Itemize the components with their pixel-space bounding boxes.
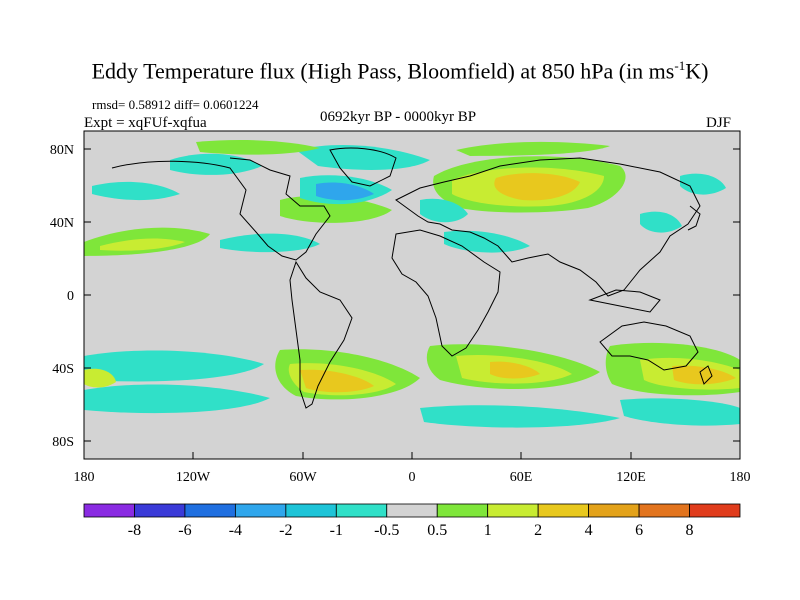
colorbar-label: 2 [534,522,542,539]
lon-tick-60e: 60E [510,470,533,485]
lat-tick-80s: 80S [52,435,74,450]
colorbar-label: 4 [585,522,593,539]
period-label: 0692kyr BP - 0000kyr BP [320,109,477,125]
flux-anomaly-field [84,140,740,428]
flux-region [280,195,392,223]
colorbar-box [638,503,690,518]
flux-region [100,238,185,251]
colorbar [83,503,741,518]
coastlines [111,147,713,409]
longitude-tick-marks [83,452,741,459]
colorbar-box [588,503,640,518]
colorbar-label: -2 [279,522,292,539]
new-zealand-coastline [699,365,713,385]
colorbar-label: 0.5 [427,522,447,539]
flux-region [420,198,468,223]
colorbar-box [234,503,287,518]
map-title: Eddy Temperature flux (High Pass, Bloomf… [91,58,709,84]
japan-coastline [687,205,701,231]
flux-region [620,398,740,426]
flux-region [444,230,530,253]
indonesia-coastline [588,289,661,313]
colorbar-label: -4 [229,522,242,539]
australia-coastline [599,321,699,371]
colorbar-box [335,503,388,518]
flux-region [490,361,540,379]
lon-tick-120e: 120E [616,470,646,485]
colorbar-label: 1 [484,522,492,539]
lat-tick-40s: 40S [52,362,74,377]
season-label: DJF [706,115,732,131]
flux-region [300,369,374,393]
lon-tick-180e: 180 [730,470,751,485]
colorbar-label: 8 [686,522,694,539]
flux-region [92,181,180,201]
colorbar-box [386,503,438,518]
lon-tick-180w: 180 [74,470,95,485]
lon-tick-0: 0 [409,470,416,485]
africa-coastline [391,229,501,357]
colorbar-box [83,503,135,518]
north-america-coastline [111,157,331,261]
colorbar-labels: -8 -6 -4 -2 -1 -0.5 0.5 1 2 4 6 8 [128,522,694,539]
flux-region [456,141,610,156]
lat-tick-0: 0 [67,289,74,304]
south-america-coastline [289,260,353,409]
experiment-label: Expt = xqFUf-xqfua [84,115,207,131]
colorbar-box [184,503,236,518]
flux-region [84,368,116,388]
colorbar-box [487,503,539,518]
colorbar-label: -6 [178,522,191,539]
latitude-tick-marks [84,148,740,442]
lon-tick-120w: 120W [176,470,211,485]
colorbar-label: 6 [635,522,643,539]
flux-region [420,405,620,428]
lon-tick-60w: 60W [289,470,317,485]
greenland-coastline [329,147,397,187]
flux-region [296,145,430,170]
flux-region [220,233,320,253]
colorbar-label: -0.5 [374,522,399,539]
flux-region [672,365,736,385]
flux-region [84,384,270,414]
colorbar-box [537,503,590,518]
lat-tick-40n: 40N [50,216,74,231]
statistics-label: rmsd= 0.58912 diff= 0.0601224 [92,97,259,112]
flux-region [640,211,682,233]
colorbar-label: -8 [128,522,141,539]
flux-region [316,182,374,201]
flux-region [196,140,320,155]
flux-region [494,173,580,201]
colorbar-box [436,503,489,518]
flux-region [84,350,264,382]
eurasia-coastline [395,157,701,297]
lat-tick-80n: 80N [50,143,74,158]
colorbar-box [285,503,337,518]
colorbar-label: -1 [330,522,343,539]
colorbar-box [689,503,741,518]
colorbar-box [134,503,186,518]
